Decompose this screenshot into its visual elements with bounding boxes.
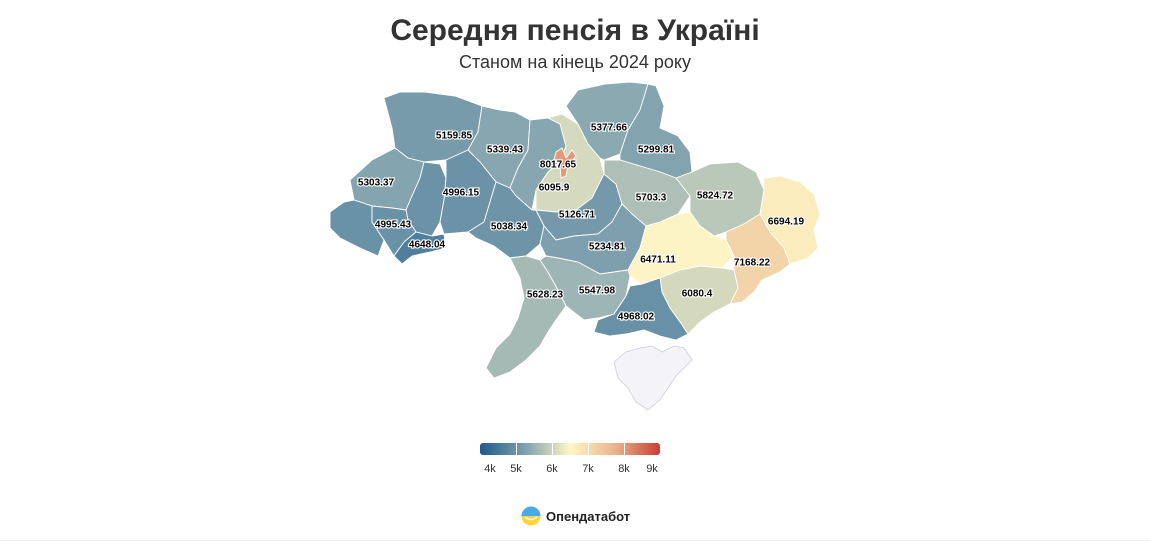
region-value-label: 6080.4 <box>682 289 713 300</box>
legend-tick <box>552 443 553 455</box>
brand-name: Опендатабот <box>546 508 631 524</box>
region-crimea <box>613 345 693 411</box>
region-value-label: 5377.66 <box>591 123 628 134</box>
map-title: Середня пенсія в Україні <box>390 14 760 47</box>
color-scale-bar <box>480 443 660 455</box>
value-labels: 5159.85 5339.43 5377.66 5299.81 8017.65 6095.… <box>357 122 806 324</box>
bottom-divider <box>0 540 1150 541</box>
region-value-label: 4995.43 <box>375 220 412 231</box>
legend-tick-label: 5k <box>510 463 522 475</box>
legend-tick-label: 9k <box>646 463 658 475</box>
opendatabot-logo-icon <box>521 506 541 526</box>
region-kyiv-city[interactable] <box>553 147 577 179</box>
region-value-label: 6471.11 <box>640 255 676 266</box>
region-value-label: 5126.71 <box>559 210 596 221</box>
region-value-label: 5547.98 <box>579 286 616 297</box>
map-subtitle: Станом на кінець 2024 року <box>459 52 691 72</box>
legend-tick-label: 4k <box>484 463 496 475</box>
legend-tick <box>624 443 625 455</box>
legend-tick-label: 6k <box>546 463 558 475</box>
region-chernivtsi[interactable] <box>393 231 447 265</box>
region-value-label: 4648.04 <box>409 240 446 251</box>
region-value-label: 8017.65 <box>540 160 577 171</box>
region-value-label: 5299.81 <box>638 145 675 156</box>
region-value-label: 5628.23 <box>527 290 564 301</box>
region-value-label: 6694.19 <box>768 217 805 228</box>
legend-tick-label: 8k <box>618 463 630 475</box>
region-value-label: 5703.3 <box>636 193 667 204</box>
region-kherson[interactable] <box>593 277 689 341</box>
region-value-label: 5824.72 <box>697 191 734 202</box>
region-value-label: 6095.9 <box>539 183 570 194</box>
region-donetsk[interactable] <box>725 213 791 305</box>
brand-signature: Опендатабот <box>521 506 630 526</box>
region-value-label: 5234.81 <box>589 242 626 253</box>
region-value-label: 4996.15 <box>443 188 480 199</box>
region-value-label: 5339.43 <box>487 145 524 156</box>
legend-tick <box>588 443 589 455</box>
region-value-label: 4968.02 <box>618 312 655 323</box>
region-value-label: 5038.34 <box>491 222 528 233</box>
color-scale-legend: 4k 5k 6k 7k 8k 9k <box>480 443 660 483</box>
legend-tick-label: 7k <box>582 463 594 475</box>
legend-tick <box>516 443 517 455</box>
region-value-label: 7168.22 <box>734 258 771 269</box>
region-value-label: 5303.37 <box>358 178 395 189</box>
region-value-label: 5159.85 <box>436 131 473 142</box>
